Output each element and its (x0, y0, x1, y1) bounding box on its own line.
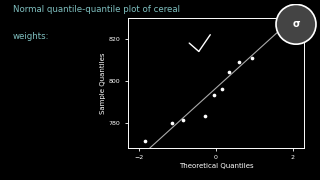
Text: σ: σ (292, 19, 300, 29)
Point (284, 25, 289, 28)
Point (250, 56, 255, 59)
Point (219, 88, 224, 91)
Circle shape (276, 4, 316, 44)
Text: weights:: weights: (13, 32, 49, 41)
X-axis label: Theoretical Quantiles: Theoretical Quantiles (179, 163, 253, 169)
Y-axis label: Sample Quantiles: Sample Quantiles (100, 52, 106, 114)
Point (202, 115, 207, 118)
Point (170, 121, 175, 124)
Point (227, 71, 232, 74)
Text: Normal quantile-quantile plot of cereal: Normal quantile-quantile plot of cereal (13, 5, 180, 14)
Point (143, 140, 148, 143)
Point (181, 119, 186, 122)
Point (212, 94, 217, 97)
Point (236, 60, 242, 63)
